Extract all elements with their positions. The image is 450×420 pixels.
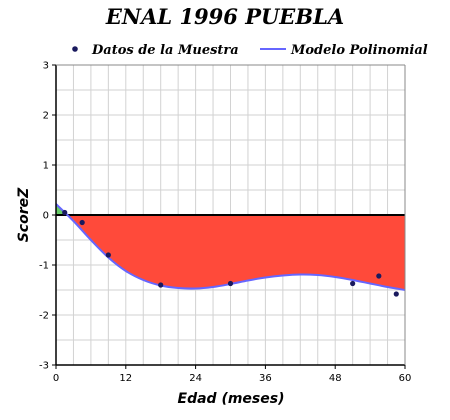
x-tick-label: 12 <box>119 373 132 384</box>
legend-label-sample: Datos de la Muestra <box>91 43 239 58</box>
y-tick-label: 0 <box>43 211 49 222</box>
y-tick-label: -3 <box>39 361 49 372</box>
y-axis-label: ScoreZ <box>16 187 32 242</box>
sample-point <box>158 282 164 288</box>
chart-title: ENAL 1996 PUEBLA <box>105 4 344 29</box>
x-axis-label: Edad (meses) <box>178 391 285 407</box>
fill-below-zero <box>67 215 406 290</box>
legend: Datos de la Muestra Modelo Polinomial <box>72 43 428 58</box>
x-tick-label: 0 <box>53 373 59 384</box>
x-tick-label: 36 <box>259 373 272 384</box>
sample-point <box>227 280 234 287</box>
sample-point <box>393 291 399 297</box>
sample-point <box>79 219 85 226</box>
legend-marker-sample <box>72 46 78 52</box>
sample-point <box>105 252 111 258</box>
plot-area: 0 12 24 36 48 60 3 2 1 0 -1 -2 -3 <box>39 61 411 385</box>
y-tick-label: -2 <box>39 311 49 322</box>
x-tick-label: 60 <box>399 373 412 384</box>
y-tick-label: -1 <box>39 261 49 272</box>
x-tick-label: 48 <box>329 373 342 384</box>
y-tick-label: 1 <box>43 161 49 172</box>
sample-point <box>350 280 356 287</box>
sample-point <box>376 273 382 279</box>
y-tick-label: 3 <box>43 61 49 72</box>
legend-label-model: Modelo Polinomial <box>290 43 428 58</box>
y-tick-label: 2 <box>43 111 49 122</box>
sample-point <box>62 209 68 216</box>
x-tick-label: 24 <box>189 373 202 384</box>
